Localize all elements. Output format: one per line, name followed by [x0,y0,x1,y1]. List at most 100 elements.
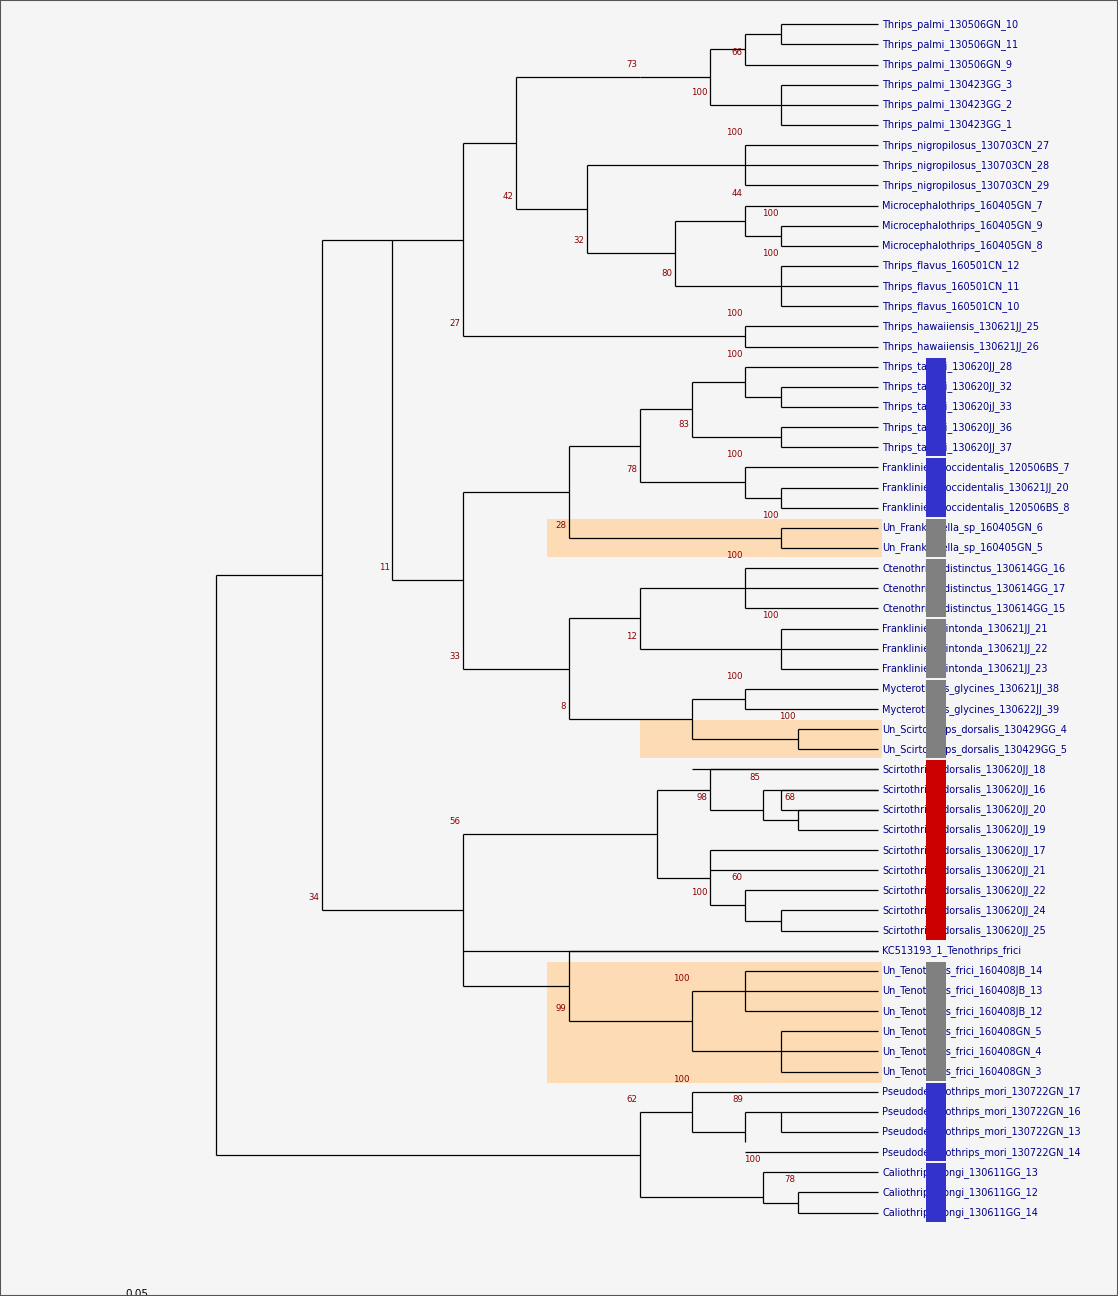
Text: Un_Tenothrips_frici_160408GN_3: Un_Tenothrips_frici_160408GN_3 [882,1067,1042,1077]
Text: 100: 100 [779,713,796,721]
Text: Caliothrips_tongi_130611GG_14: Caliothrips_tongi_130611GG_14 [882,1207,1039,1218]
Text: 68: 68 [785,793,796,802]
Text: 28: 28 [556,521,567,530]
Text: Thrips_palmi_130423GG_1: Thrips_palmi_130423GG_1 [882,119,1012,131]
Bar [927,1082,946,1161]
Text: 42: 42 [502,192,513,201]
Text: Thrips_nigropilosus_130703CN_28: Thrips_nigropilosus_130703CN_28 [882,159,1050,171]
FancyBboxPatch shape [639,721,882,758]
Text: Scirtothrips_dorsalis_130620JJ_16: Scirtothrips_dorsalis_130620JJ_16 [882,784,1045,794]
Text: 100: 100 [761,511,778,520]
Text: 100: 100 [743,1155,760,1164]
Bar [927,1164,946,1222]
Text: 83: 83 [679,420,690,429]
Text: 73: 73 [626,60,637,69]
Text: Ctenothrips_distinctus_130614GG_17: Ctenothrips_distinctus_130614GG_17 [882,583,1065,594]
Text: 100: 100 [691,888,708,897]
Text: Caliothrips_tongi_130611GG_13: Caliothrips_tongi_130611GG_13 [882,1166,1039,1178]
Text: Thrips_flavus_160501CN_11: Thrips_flavus_160501CN_11 [882,281,1020,292]
Text: KC513193_1_Tenothrips_frici: KC513193_1_Tenothrips_frici [882,945,1022,956]
Text: Caliothrips_tongi_130611GG_12: Caliothrips_tongi_130611GG_12 [882,1187,1039,1198]
Text: Frankliniella_occidentalis_120506BS_7: Frankliniella_occidentalis_120506BS_7 [882,461,1070,473]
Bar [927,761,946,940]
Text: Scirtothrips_dorsalis_130620JJ_25: Scirtothrips_dorsalis_130620JJ_25 [882,925,1046,936]
Bar [927,619,946,678]
Text: Frankliniella_intonda_130621JJ_22: Frankliniella_intonda_130621JJ_22 [882,643,1048,654]
Text: Un_Tenothrips_frici_160408JB_13: Un_Tenothrips_frici_160408JB_13 [882,985,1043,997]
Text: Thrips_palmi_130506GN_10: Thrips_palmi_130506GN_10 [882,19,1018,30]
Text: Un_Frankliniella_sp_160405GN_6: Un_Frankliniella_sp_160405GN_6 [882,522,1043,533]
Text: Scirtothrips_dorsalis_130620JJ_21: Scirtothrips_dorsalis_130620JJ_21 [882,864,1045,876]
Text: Thrips_tabaci_130620JJ_32: Thrips_tabaci_130620JJ_32 [882,381,1012,393]
Text: Microcephalothrips_160405GN_7: Microcephalothrips_160405GN_7 [882,200,1043,211]
Text: 85: 85 [749,772,760,781]
Text: 100: 100 [691,88,708,97]
Text: Ctenothrips_distinctus_130614GG_15: Ctenothrips_distinctus_130614GG_15 [882,603,1065,614]
Text: Thrips_flavus_160501CN_12: Thrips_flavus_160501CN_12 [882,260,1020,271]
Text: 27: 27 [449,319,461,328]
Text: 78: 78 [626,465,637,474]
Text: 100: 100 [761,209,778,218]
Text: Thrips_palmi_130423GG_3: Thrips_palmi_130423GG_3 [882,79,1012,91]
Text: 100: 100 [761,612,778,621]
Text: 60: 60 [732,874,742,883]
Text: Microcephalothrips_160405GN_9: Microcephalothrips_160405GN_9 [882,220,1043,231]
Text: 100: 100 [727,551,742,560]
Text: 62: 62 [626,1095,637,1104]
Text: Un_Frankliniella_sp_160405GN_5: Un_Frankliniella_sp_160405GN_5 [882,543,1043,553]
Text: Thrips_tabaci_130620JJ_37: Thrips_tabaci_130620JJ_37 [882,442,1012,452]
Text: 100: 100 [727,310,742,319]
Text: Un_Tenothrips_frici_160408GN_5: Un_Tenothrips_frici_160408GN_5 [882,1026,1042,1037]
Text: Thrips_palmi_130506GN_11: Thrips_palmi_130506GN_11 [882,39,1018,51]
Text: Un_Tenothrips_frici_160408JB_12: Un_Tenothrips_frici_160408JB_12 [882,1006,1043,1016]
Text: 80: 80 [661,270,672,279]
Text: Scirtothrips_dorsalis_130620JJ_17: Scirtothrips_dorsalis_130620JJ_17 [882,845,1045,855]
Text: Mycterothrips_glycines_130621JJ_38: Mycterothrips_glycines_130621JJ_38 [882,683,1059,695]
Text: 32: 32 [572,236,584,245]
Text: Ctenothrips_distinctus_130614GG_16: Ctenothrips_distinctus_130614GG_16 [882,562,1065,574]
Text: 100: 100 [727,350,742,359]
Text: 100: 100 [727,128,742,137]
Text: Frankliniella_occidentalis_120506BS_8: Frankliniella_occidentalis_120506BS_8 [882,503,1070,513]
Text: Un_Scirtothrips_dorsalis_130429GG_4: Un_Scirtothrips_dorsalis_130429GG_4 [882,723,1067,735]
Text: Pseudodendrothrips_mori_130722GN_13: Pseudodendrothrips_mori_130722GN_13 [882,1126,1081,1138]
Bar [927,680,946,758]
Bar [927,962,946,1081]
Text: Frankliniella_intonda_130621JJ_21: Frankliniella_intonda_130621JJ_21 [882,623,1048,634]
Text: Thrips_palmi_130423GG_2: Thrips_palmi_130423GG_2 [882,100,1013,110]
Text: Pseudodendrothrips_mori_130722GN_16: Pseudodendrothrips_mori_130722GN_16 [882,1107,1081,1117]
Text: Thrips_tabaci_130620JJ_28: Thrips_tabaci_130620JJ_28 [882,362,1012,372]
FancyBboxPatch shape [547,518,882,557]
Text: 100: 100 [727,671,742,680]
Text: Thrips_flavus_160501CN_10: Thrips_flavus_160501CN_10 [882,301,1020,312]
Text: Un_Scirtothrips_dorsalis_130429GG_5: Un_Scirtothrips_dorsalis_130429GG_5 [882,744,1068,754]
Text: 0.05: 0.05 [125,1290,148,1296]
Text: 44: 44 [732,188,742,197]
Text: Un_Tenothrips_frici_160408JB_14: Un_Tenothrips_frici_160408JB_14 [882,966,1043,976]
Text: Frankliniella_intonda_130621JJ_23: Frankliniella_intonda_130621JJ_23 [882,664,1048,674]
Text: Thrips_hawaiiensis_130621JJ_25: Thrips_hawaiiensis_130621JJ_25 [882,321,1040,332]
Text: 66: 66 [732,48,742,57]
Text: 100: 100 [761,249,778,258]
Bar [927,358,946,456]
Text: Mycterothrips_glycines_130622JJ_39: Mycterothrips_glycines_130622JJ_39 [882,704,1060,714]
Text: 33: 33 [449,652,461,661]
Bar [927,559,946,617]
Text: Scirtothrips_dorsalis_130620JJ_20: Scirtothrips_dorsalis_130620JJ_20 [882,805,1045,815]
Text: 99: 99 [556,1004,567,1013]
Text: 11: 11 [379,564,390,573]
Text: Pseudodendrothrips_mori_130722GN_17: Pseudodendrothrips_mori_130722GN_17 [882,1086,1081,1098]
Text: 78: 78 [785,1175,796,1185]
FancyBboxPatch shape [547,962,882,1082]
Text: 12: 12 [626,631,637,640]
Bar [927,518,946,557]
Text: Thrips_nigropilosus_130703CN_27: Thrips_nigropilosus_130703CN_27 [882,140,1050,150]
Text: Frankliniella_occidentalis_130621JJ_20: Frankliniella_occidentalis_130621JJ_20 [882,482,1069,492]
Text: Microcephalothrips_160405GN_8: Microcephalothrips_160405GN_8 [882,240,1043,251]
Text: Thrips_tabaci_130620jJ_33: Thrips_tabaci_130620jJ_33 [882,402,1012,412]
Text: Scirtothrips_dorsalis_130620JJ_24: Scirtothrips_dorsalis_130620JJ_24 [882,905,1045,916]
Text: Pseudodendrothrips_mori_130722GN_14: Pseudodendrothrips_mori_130722GN_14 [882,1147,1081,1157]
Text: 8: 8 [561,702,567,712]
Text: 89: 89 [732,1095,742,1104]
Text: 100: 100 [727,450,742,459]
